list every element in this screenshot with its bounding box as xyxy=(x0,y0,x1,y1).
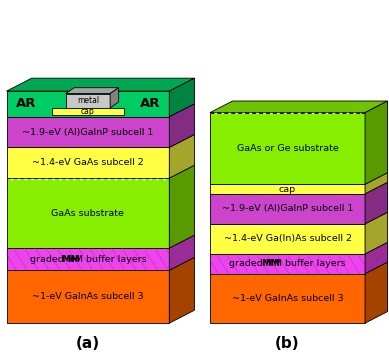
Polygon shape xyxy=(7,178,169,248)
Polygon shape xyxy=(52,108,124,115)
Text: ~1-eV GaInAs subcell 3: ~1-eV GaInAs subcell 3 xyxy=(32,292,144,301)
Polygon shape xyxy=(7,148,169,178)
Text: AR: AR xyxy=(16,97,36,110)
Polygon shape xyxy=(7,270,169,323)
Polygon shape xyxy=(7,117,169,148)
Text: metal: metal xyxy=(77,96,99,105)
Text: cap: cap xyxy=(279,185,296,193)
Text: ~1.4-eV GaAs subcell 2: ~1.4-eV GaAs subcell 2 xyxy=(32,158,144,167)
Polygon shape xyxy=(365,173,387,194)
Text: (b): (b) xyxy=(275,336,300,351)
Text: MM: MM xyxy=(261,259,280,268)
Text: ~1.9-eV (Al)GaInP subcell 1: ~1.9-eV (Al)GaInP subcell 1 xyxy=(222,204,353,213)
Text: GaAs substrate: GaAs substrate xyxy=(51,209,124,217)
Polygon shape xyxy=(210,101,387,113)
Text: ~1.9-eV (Al)GaInP subcell 1: ~1.9-eV (Al)GaInP subcell 1 xyxy=(22,127,154,137)
Polygon shape xyxy=(7,248,169,270)
Polygon shape xyxy=(210,274,365,323)
Text: ~1-eV GaInAs subcell 3: ~1-eV GaInAs subcell 3 xyxy=(232,294,343,303)
Text: MM: MM xyxy=(61,255,80,264)
Text: cap: cap xyxy=(81,107,95,116)
Polygon shape xyxy=(210,254,365,274)
Polygon shape xyxy=(169,104,194,148)
Polygon shape xyxy=(210,224,365,254)
Polygon shape xyxy=(7,91,169,117)
Polygon shape xyxy=(365,182,387,224)
Polygon shape xyxy=(66,94,110,108)
Text: AR: AR xyxy=(140,97,160,110)
Polygon shape xyxy=(169,165,194,248)
Text: graded MM buffer layers: graded MM buffer layers xyxy=(30,255,146,264)
Text: GaAs or Ge substrate: GaAs or Ge substrate xyxy=(237,144,338,153)
Polygon shape xyxy=(210,113,365,184)
Text: ~1.4-eV Ga(In)As subcell 2: ~1.4-eV Ga(In)As subcell 2 xyxy=(224,234,352,243)
Polygon shape xyxy=(210,194,365,224)
Polygon shape xyxy=(365,212,387,254)
Polygon shape xyxy=(7,78,194,91)
Polygon shape xyxy=(365,262,387,323)
Polygon shape xyxy=(169,235,194,270)
Polygon shape xyxy=(169,134,194,178)
Polygon shape xyxy=(169,257,194,323)
Polygon shape xyxy=(210,184,365,194)
Polygon shape xyxy=(169,78,194,117)
Polygon shape xyxy=(365,242,387,274)
Polygon shape xyxy=(365,101,387,184)
Polygon shape xyxy=(66,88,119,94)
Text: graded MM buffer layers: graded MM buffer layers xyxy=(229,259,346,268)
Polygon shape xyxy=(110,88,119,108)
Text: (a): (a) xyxy=(76,336,100,351)
